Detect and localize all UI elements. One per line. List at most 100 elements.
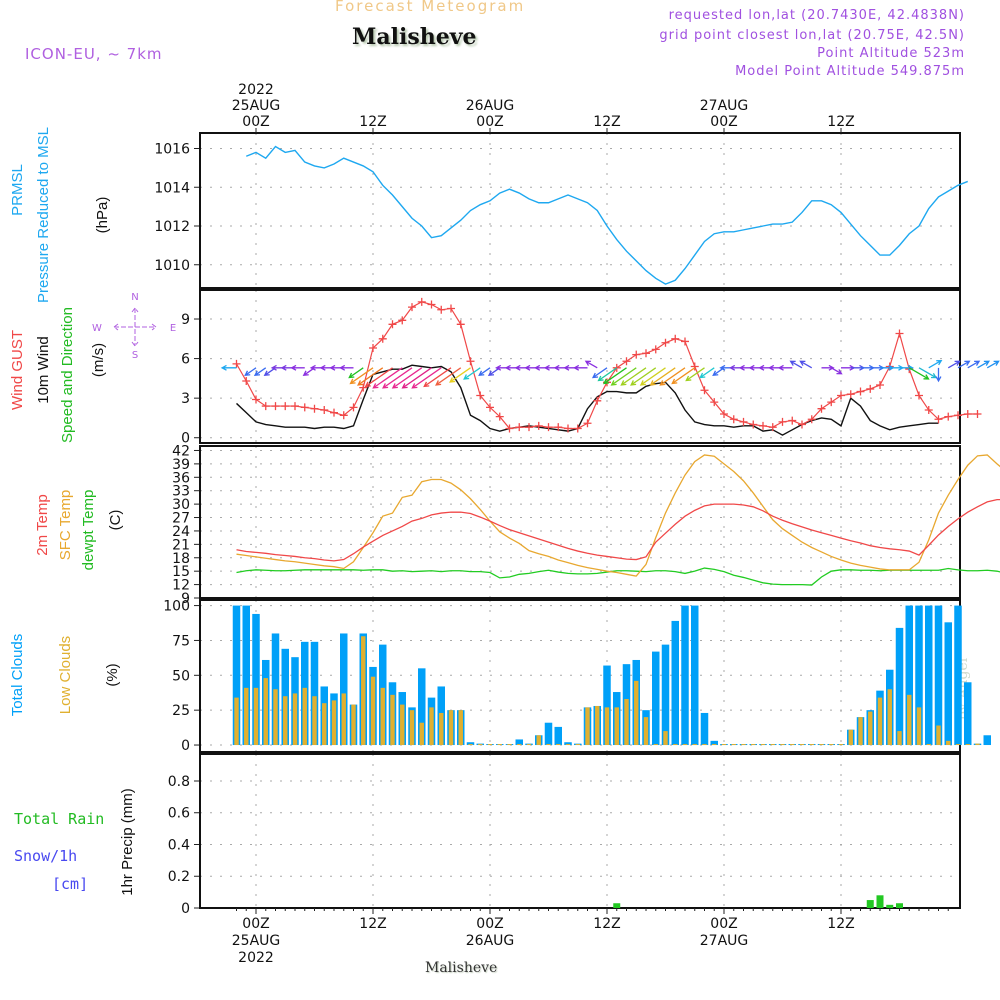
wind-arrow xyxy=(357,367,384,386)
low-cloud-bar xyxy=(799,744,805,746)
low-cloud-bar xyxy=(487,744,493,746)
total-cloud-bar xyxy=(954,605,962,746)
y-tick-label: 0 xyxy=(181,901,190,917)
low-cloud-bar xyxy=(244,687,249,746)
low-cloud-bar xyxy=(409,710,415,746)
low-cloud-bar xyxy=(546,744,551,746)
gust-marker xyxy=(924,406,933,415)
y-tick-label: 0 xyxy=(181,738,190,754)
precip-unit-label: 1hr Precip (mm) xyxy=(119,788,136,896)
model-label: ICON-EU, ~ 7km xyxy=(25,45,163,63)
pressure-unit-label: (hPa) xyxy=(94,197,111,234)
gust-marker xyxy=(739,417,748,426)
total-cloud-bar xyxy=(983,735,991,746)
gust-marker xyxy=(954,411,962,420)
y-tick-label: 24 xyxy=(172,524,190,540)
gust-marker xyxy=(798,420,806,429)
wind-arrow xyxy=(986,360,1000,369)
wind-arrow xyxy=(220,364,237,371)
gust-marker xyxy=(417,297,426,306)
gust-marker xyxy=(690,362,699,371)
total-cloud-bar xyxy=(671,620,679,746)
wind-arrow xyxy=(573,364,588,371)
gust-marker xyxy=(632,350,641,359)
gust-marker xyxy=(534,421,543,430)
y-tick-label: 0 xyxy=(181,431,190,447)
location-title: Malisheve xyxy=(352,24,477,50)
gust-marker xyxy=(700,386,709,395)
low-cloud-bar xyxy=(390,694,395,746)
low-cloud-bar xyxy=(595,705,600,746)
x-tick-label: 2022 xyxy=(238,82,274,98)
y-tick-label: 1012 xyxy=(154,219,190,235)
sfc-temp-line xyxy=(236,454,1000,577)
wind-arrow xyxy=(830,367,843,375)
gust-marker xyxy=(544,423,553,432)
rain-bar xyxy=(613,903,621,908)
low-cloud-bar xyxy=(877,697,883,746)
wind-arrow xyxy=(364,367,393,388)
gust-marker xyxy=(456,320,465,329)
gust-marker xyxy=(291,402,299,411)
wind-arrow xyxy=(639,367,666,386)
low-cloud-bar xyxy=(809,744,814,746)
total-cloud-bar xyxy=(661,644,670,746)
gust-marker xyxy=(427,300,436,309)
meteogram-title: Forecast Meteogram xyxy=(335,0,526,15)
low-cloud-bar xyxy=(936,725,941,746)
compass-s: S xyxy=(132,350,138,361)
wind-arrow xyxy=(789,360,803,369)
panel-frame xyxy=(199,132,961,289)
gust-marker xyxy=(749,420,758,429)
low-cloud-bar xyxy=(624,699,629,746)
gust-marker xyxy=(349,403,358,412)
low-cloud-bar xyxy=(322,703,327,746)
gust-marker xyxy=(593,396,602,405)
gust-marker xyxy=(583,419,592,428)
low-cloud-bar xyxy=(429,707,434,746)
low-cloud-bar xyxy=(536,735,541,746)
wind-arrow xyxy=(947,360,961,369)
wind-arrow xyxy=(699,367,715,379)
low-cloud-bar xyxy=(400,704,405,746)
low-cloud-bar xyxy=(497,744,502,746)
wind-arrow xyxy=(671,367,696,385)
total-cloud-bar xyxy=(544,722,553,746)
pressure-desc-label: Pressure Reduced to MSL xyxy=(35,127,52,303)
gust-marker xyxy=(476,391,485,400)
gust-marker xyxy=(759,421,767,430)
total-cloud-bar xyxy=(944,622,952,746)
total-cloud-bar xyxy=(710,740,718,746)
y-tick-label: 3 xyxy=(181,391,190,407)
total-cloud-bar xyxy=(418,668,426,746)
wind-arrow xyxy=(928,359,943,369)
low-cloud-bar xyxy=(712,744,717,746)
wind-arrow xyxy=(435,367,462,386)
x-tick-label: 27AUG xyxy=(700,98,749,114)
low-cloud-bar xyxy=(965,744,970,746)
low-cloud-bar xyxy=(380,687,385,746)
total-cloud-bar xyxy=(232,605,241,746)
wind-arrow xyxy=(391,367,423,389)
gust-marker xyxy=(300,403,309,412)
gust-marker xyxy=(281,402,290,411)
y-tick-label: 9 xyxy=(181,312,190,328)
gust-marker xyxy=(944,412,953,421)
rain-bar xyxy=(876,895,884,908)
gust-marker xyxy=(671,334,680,343)
total-cloud-bar xyxy=(652,651,660,746)
wind-arrow xyxy=(967,360,981,369)
gust-marker xyxy=(310,404,319,413)
gust-marker xyxy=(573,424,582,433)
x-tick-label: 00Z xyxy=(242,916,269,932)
gust-marker xyxy=(339,411,348,420)
temp-2m-line xyxy=(236,498,1000,562)
total-cloud-bar xyxy=(603,665,611,746)
sfc-temp-label: SFC Temp xyxy=(57,490,74,561)
gust-marker xyxy=(934,415,943,424)
total-cloud-bar xyxy=(964,682,972,746)
x-tick-label: 25AUG xyxy=(232,98,281,114)
gust-marker xyxy=(466,357,475,366)
